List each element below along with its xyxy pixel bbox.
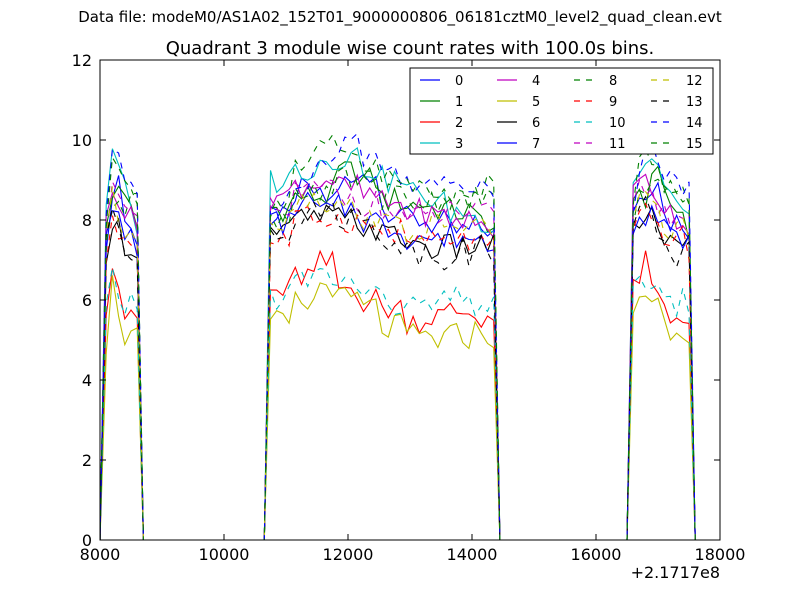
x-tick-label: 18000 (695, 545, 746, 564)
legend-label-7: 7 (532, 137, 540, 152)
series-line-13 (100, 195, 696, 540)
y-tick-label: 8 (82, 211, 92, 230)
series-line-2 (100, 249, 696, 540)
series-line-0 (100, 173, 696, 540)
legend-label-0: 0 (455, 74, 463, 89)
legend-label-15: 15 (686, 137, 703, 152)
legend-label-10: 10 (609, 116, 626, 131)
x-tick-label: 14000 (447, 545, 498, 564)
legend-label-3: 3 (455, 137, 463, 152)
series-line-9 (100, 202, 696, 540)
series-line-3 (100, 146, 696, 540)
series-line-14 (100, 132, 696, 540)
series-line-12 (100, 186, 696, 540)
legend-label-13: 13 (686, 95, 703, 110)
legend-label-8: 8 (609, 74, 617, 89)
x-tick-label: 10000 (199, 545, 250, 564)
legend-label-2: 2 (455, 116, 463, 131)
series-line-6 (100, 204, 696, 540)
legend-label-9: 9 (609, 95, 617, 110)
x-offset-label: +2.1717e8 (631, 563, 720, 582)
series-line-8 (100, 165, 696, 540)
chart-title: Quadrant 3 module wise count rates with … (166, 38, 655, 59)
y-tick-label: 0 (82, 531, 92, 550)
legend-label-12: 12 (686, 74, 703, 89)
series-line-7 (100, 191, 696, 540)
legend-label-5: 5 (532, 95, 540, 110)
figure-suptitle: Data file: modeM0/AS1A02_152T01_90000008… (78, 8, 722, 26)
x-tick-label: 16000 (571, 545, 622, 564)
series-line-1 (100, 161, 696, 540)
y-tick-label: 6 (82, 291, 92, 310)
legend-label-11: 11 (609, 137, 626, 152)
legend-box (409, 67, 714, 155)
legend-label-1: 1 (455, 95, 463, 110)
y-tick-label: 10 (72, 131, 92, 150)
x-tick-label: 12000 (323, 545, 374, 564)
legend-label-4: 4 (532, 74, 540, 89)
legend-label-14: 14 (686, 116, 703, 131)
x-tick-label: 8000 (80, 545, 121, 564)
y-tick-label: 4 (82, 371, 92, 390)
series-line-10 (100, 266, 696, 540)
series-line-15 (100, 133, 696, 540)
legend-label-6: 6 (532, 116, 540, 131)
y-tick-label: 12 (72, 51, 92, 70)
series-line-4 (100, 173, 696, 540)
y-tick-label: 2 (82, 451, 92, 470)
series-line-5 (100, 275, 696, 540)
